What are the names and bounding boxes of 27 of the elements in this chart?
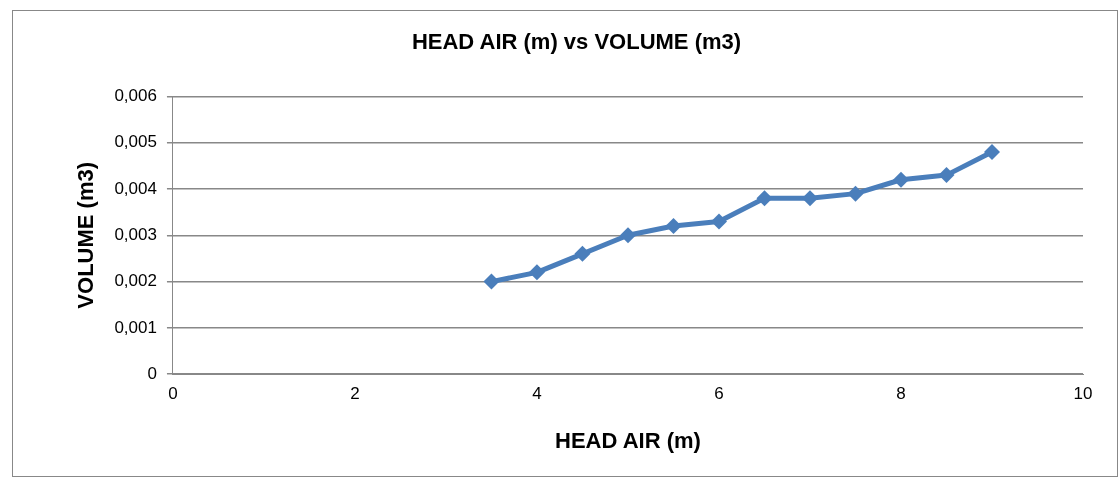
point bbox=[756, 190, 773, 207]
y-tick-label: 0,002 bbox=[114, 271, 157, 291]
x-tick-label: 10 bbox=[1073, 384, 1093, 404]
x-tick-label: 4 bbox=[532, 384, 542, 404]
y-tick-label: 0,005 bbox=[114, 132, 157, 152]
y-tick-label: 0,004 bbox=[114, 178, 157, 198]
point bbox=[528, 264, 545, 281]
x-tick-label: 6 bbox=[714, 384, 724, 404]
point bbox=[983, 143, 1000, 160]
x-axis-title: HEAD AIR (m) bbox=[555, 427, 701, 453]
y-tick-label: 0,006 bbox=[114, 86, 157, 106]
y-axis-title: VOLUME (m3) bbox=[73, 161, 99, 309]
y-tick-label: 0,003 bbox=[114, 224, 157, 244]
y-tick-label: 0 bbox=[147, 363, 157, 383]
point bbox=[574, 245, 591, 262]
point bbox=[710, 213, 727, 230]
point bbox=[619, 227, 636, 244]
y-tick-label: 0,001 bbox=[114, 317, 157, 337]
x-tick-label: 0 bbox=[168, 384, 178, 404]
point bbox=[938, 167, 955, 184]
point bbox=[847, 185, 864, 202]
point bbox=[892, 171, 909, 188]
x-tick-label: 8 bbox=[896, 384, 906, 404]
point bbox=[483, 273, 500, 290]
point bbox=[665, 218, 682, 235]
chart-title: HEAD AIR (m) vs VOLUME (m3) bbox=[411, 29, 742, 55]
x-tick-label: 2 bbox=[350, 384, 360, 404]
